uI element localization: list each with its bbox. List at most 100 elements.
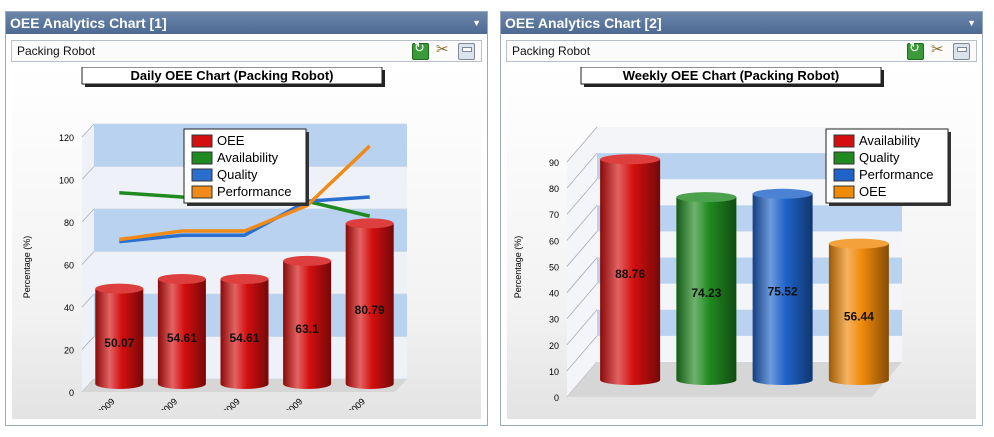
chart-title: Weekly OEE Chart (Packing Robot) [623, 68, 839, 83]
y-tick-label: 50 [549, 262, 559, 272]
chart-area: 0 20 40 60 80 100 120 Percentage (%) 50.07 9/1/20… [12, 66, 481, 428]
y-tick-label: 70 [549, 210, 559, 220]
bar-oee-top [157, 273, 206, 284]
grid-line [566, 257, 598, 293]
grid-line [81, 293, 95, 308]
y-tick-label: 0 [69, 388, 74, 398]
chart-toolbar: Packing Robot [11, 40, 482, 62]
panel-header[interactable]: OEE Analytics Chart [1] ▼ [6, 12, 487, 34]
grid-line [81, 336, 95, 350]
chart-title-box [81, 66, 383, 85]
machine-label: Packing Robot [512, 44, 591, 58]
panel-title: OEE Analytics Chart [2] [505, 15, 662, 31]
y-axis-title: Percentage (%) [22, 236, 32, 299]
legend-label: Performance [859, 167, 933, 182]
y-tick-label: 100 [59, 176, 74, 186]
chart-title: Daily OEE Chart (Packing Robot) [131, 68, 334, 83]
legend-swatch [833, 185, 855, 199]
grid-line [81, 123, 95, 138]
chart-panel-1: OEE Analytics Chart [1] ▼ Packing Robot … [5, 11, 488, 428]
bar-value-label: 75.52 [768, 284, 798, 298]
legend-swatch [833, 134, 855, 148]
bar-oee-top [828, 238, 889, 249]
legend-label: Availability [217, 150, 279, 165]
panel-title: OEE Analytics Chart [1] [10, 15, 167, 31]
chart-area: 0 10 20 30 40 50 60 70 80 90 Percentage (%) 88.76 74… [507, 66, 976, 419]
bar-performance-top [752, 188, 813, 199]
daily-oee-chart: 0 20 40 60 80 100 120 Percentage (%) 50.07 9/1/20… [22, 66, 407, 428]
series-line-quality [119, 195, 370, 244]
x-tick-label: 9/5/2009 [335, 396, 367, 410]
bar-oee-top [283, 255, 332, 266]
bar-oee [345, 223, 394, 389]
y-tick-label: 120 [59, 133, 74, 143]
legend-swatch [191, 134, 213, 148]
y-tick-label: 90 [549, 158, 559, 168]
grid-line [566, 152, 598, 189]
legend-label: OEE [217, 133, 245, 148]
legend-swatch [833, 168, 855, 182]
bar-oee [283, 260, 332, 389]
grid-line [566, 205, 598, 241]
bar-oee-top [95, 283, 144, 294]
grid-line [566, 335, 598, 372]
weekly-oee-chart: 0 10 20 30 40 50 60 70 80 90 Percentage (%) 88.76 74… [513, 66, 951, 403]
bar-oee [95, 288, 144, 389]
bar-value-label: 74.23 [691, 286, 721, 300]
y-axis-title: Percentage (%) [513, 236, 523, 299]
collapse-chevron-icon[interactable]: ▼ [472, 18, 481, 28]
print-icon[interactable] [953, 43, 970, 60]
y-tick-label: 40 [64, 303, 74, 313]
grid-line [566, 126, 598, 163]
refresh-icon[interactable] [412, 41, 429, 60]
legend-label: Performance [217, 184, 291, 199]
legend-label: Availability [859, 133, 921, 148]
bar-value-label: 88.76 [615, 267, 645, 281]
settings-tools-icon[interactable] [931, 40, 946, 58]
bar-value-label: 80.79 [355, 303, 385, 317]
grid-line [81, 251, 95, 265]
grid-line [566, 178, 598, 215]
bar-availability [600, 159, 661, 385]
machine-label: Packing Robot [17, 44, 96, 58]
bar-quality-top [676, 192, 737, 203]
bar-value-label: 54.61 [167, 331, 197, 345]
y-tick-label: 60 [549, 236, 559, 246]
y-tick-label: 30 [549, 315, 559, 325]
bar-performance [752, 193, 813, 385]
y-tick-label: 20 [64, 346, 74, 356]
collapse-chevron-icon[interactable]: ▼ [967, 18, 976, 28]
chart-title-box [580, 66, 882, 85]
bar-oee [157, 278, 206, 389]
grid-line [81, 208, 95, 223]
bar-quality [676, 197, 737, 385]
bar-oee-top [345, 218, 394, 229]
bar-oee-top [220, 273, 269, 284]
bar-value-label: 50.07 [104, 336, 134, 350]
print-icon[interactable] [458, 43, 475, 60]
legend-label: OEE [859, 184, 887, 199]
chart-toolbar: Packing Robot [506, 40, 977, 62]
chart-panel-2: OEE Analytics Chart [2] ▼ Packing Robot … [500, 11, 983, 426]
x-tick-label: 9/3/2009 [210, 396, 242, 410]
y-tick-label: 0 [554, 393, 559, 403]
x-tick-label: 9/2/2009 [147, 396, 179, 410]
y-tick-label: 40 [549, 289, 559, 299]
bar-value-label: 63.1 [295, 322, 319, 336]
grid-line [566, 283, 598, 319]
legend-label: Quality [859, 150, 900, 165]
legend-swatch [833, 151, 855, 165]
x-tick-label: 9/4/2009 [273, 396, 305, 410]
y-tick-label: 80 [549, 184, 559, 194]
refresh-icon[interactable] [907, 41, 924, 60]
settings-tools-icon[interactable] [436, 40, 451, 58]
bar-value-label: 56.44 [844, 309, 874, 323]
bar-value-label: 54.61 [229, 331, 259, 345]
series-line-performance [119, 144, 371, 242]
legend-label: Quality [217, 167, 258, 182]
panel-header[interactable]: OEE Analytics Chart [2] ▼ [501, 12, 982, 34]
bar-oee [828, 243, 889, 385]
grid-line [81, 166, 95, 180]
bar-availability-top [600, 154, 661, 165]
legend-swatch [191, 185, 213, 199]
